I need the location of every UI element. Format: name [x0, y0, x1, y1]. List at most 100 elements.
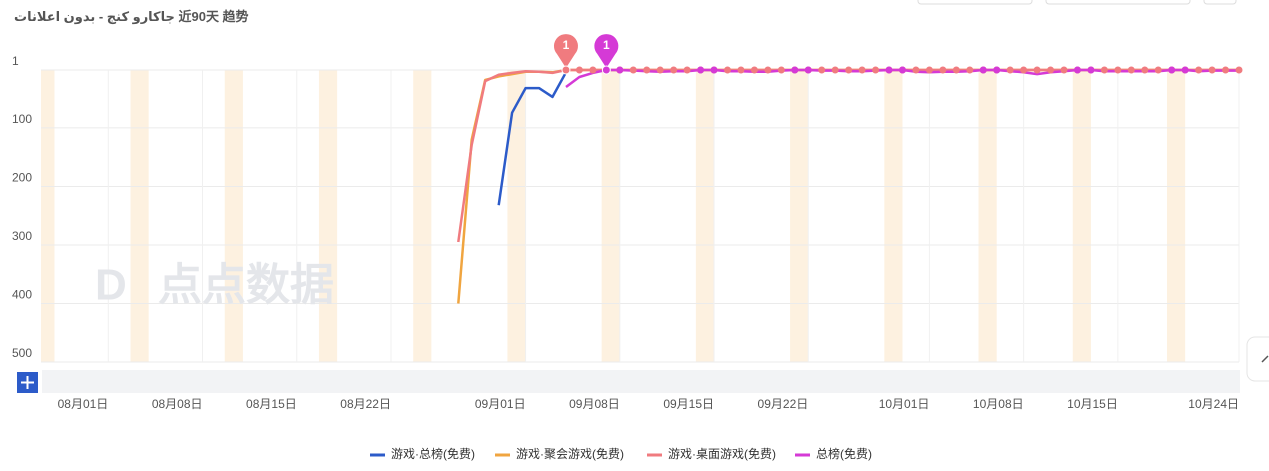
point [1154, 66, 1162, 74]
top-button[interactable] [917, 0, 1033, 5]
x-tick-label: 10月24日 [1188, 397, 1239, 411]
point [1114, 66, 1122, 74]
point [858, 66, 866, 74]
weekend-band [884, 70, 903, 362]
weekend-band [1166, 70, 1186, 362]
point [1127, 66, 1135, 74]
point [1195, 66, 1203, 74]
point [818, 66, 826, 74]
y-tick-label: 300 [12, 229, 32, 243]
point [1168, 66, 1176, 74]
weekend-band [601, 70, 620, 362]
x-tick-label: 08月15日 [246, 397, 297, 411]
point [629, 66, 637, 74]
weekend-band [695, 70, 715, 362]
legend-label: 游戏·总榜(免费) [391, 446, 475, 461]
x-tick-label: 09月15日 [663, 397, 714, 411]
y-tick-label: 200 [12, 171, 32, 185]
point [1235, 66, 1243, 74]
point [1006, 66, 1014, 74]
weekend-band [41, 70, 55, 362]
point [764, 66, 772, 74]
point [952, 66, 960, 74]
point [670, 66, 678, 74]
top-button[interactable] [1045, 0, 1191, 5]
legend-label: 游戏·聚会游戏(免费) [516, 446, 624, 461]
x-tick-label: 09月01日 [475, 397, 526, 411]
point [939, 66, 947, 74]
point [656, 66, 664, 74]
point [1033, 66, 1041, 74]
y-tick-label: 1 [12, 54, 19, 68]
weekend-band [130, 70, 149, 362]
point [710, 66, 718, 74]
point [804, 66, 812, 74]
point [589, 66, 597, 74]
point [1208, 66, 1216, 74]
legend-label: 游戏·桌面游戏(免费) [668, 446, 776, 461]
series-line [497, 71, 568, 206]
x-tick-label: 08月22日 [340, 397, 391, 411]
series-line [457, 68, 1239, 243]
legend-label: 总榜(免费) [816, 446, 872, 461]
pin-label: 1 [563, 38, 570, 52]
zoom-bar[interactable] [42, 370, 1240, 393]
pin [553, 34, 578, 68]
y-tick-label: 100 [12, 112, 32, 126]
weekend-band [790, 70, 809, 362]
weekend-band [224, 70, 243, 362]
point [872, 66, 880, 74]
point [1222, 66, 1230, 74]
y-tick-label: 500 [12, 346, 32, 360]
point [966, 66, 974, 74]
point [1073, 66, 1081, 74]
point [616, 66, 624, 74]
chart-title: جاكارو كنج - بدون اعلانات 近90天 趋势 [14, 9, 249, 24]
point [1047, 66, 1055, 74]
y-tick-label: 400 [12, 288, 32, 302]
weekend-band [413, 70, 432, 362]
point [697, 66, 705, 74]
point [575, 66, 583, 74]
x-tick-label: 10月08日 [973, 397, 1024, 411]
x-tick-label: 10月15日 [1067, 397, 1118, 411]
weekend-band [1072, 70, 1091, 362]
weekend-band [507, 70, 526, 362]
point [1141, 66, 1149, 74]
x-tick-label: 09月08日 [569, 397, 620, 411]
point [723, 66, 731, 74]
point [777, 66, 785, 74]
point [750, 66, 758, 74]
point [979, 66, 987, 74]
point [1181, 66, 1189, 74]
x-tick-label: 08月01日 [58, 397, 109, 411]
point [1100, 66, 1108, 74]
x-tick-label: 08月08日 [152, 397, 203, 411]
point [1020, 66, 1028, 74]
point [831, 66, 839, 74]
point [683, 66, 691, 74]
point [912, 66, 920, 74]
x-tick-label: 10月01日 [879, 397, 930, 411]
collapse-button[interactable] [1246, 336, 1269, 382]
point [845, 66, 853, 74]
point [1087, 66, 1095, 74]
point [737, 66, 745, 74]
point [1060, 66, 1068, 74]
weekend-band [318, 70, 338, 362]
pin [594, 34, 619, 68]
top-button[interactable] [1203, 0, 1237, 5]
pin-dot [601, 65, 611, 75]
point [791, 66, 799, 74]
watermark-logo: D [95, 261, 127, 310]
pin-dot [561, 65, 571, 75]
plus-icon [21, 376, 34, 389]
weekend-band [978, 70, 997, 362]
pin-label: 1 [603, 38, 610, 52]
collapse-icon [1261, 355, 1269, 363]
x-tick-label: 09月22日 [758, 397, 809, 411]
point [885, 66, 893, 74]
point [993, 66, 1001, 74]
